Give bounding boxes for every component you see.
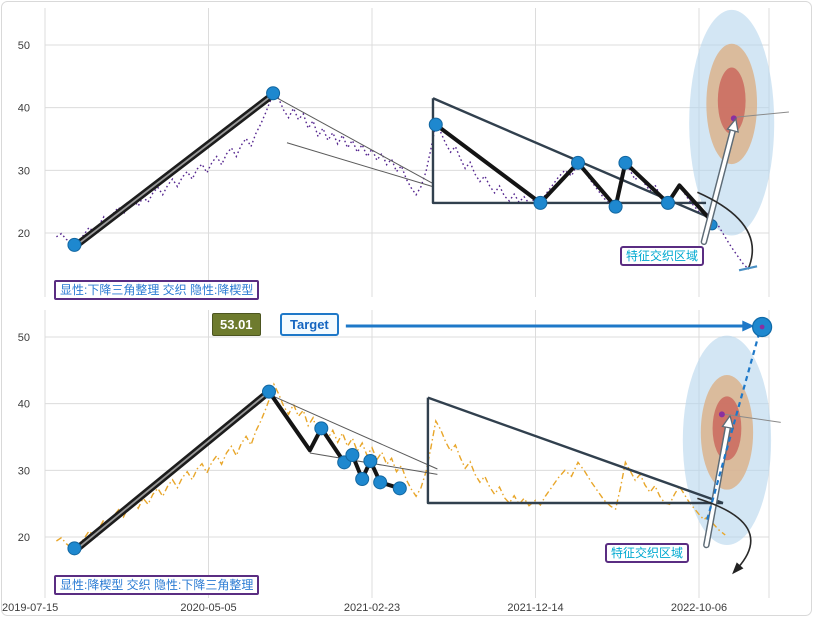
- target-badge: Target: [280, 313, 339, 336]
- y-axis-labels: 20 30 40 50: [18, 332, 30, 544]
- pivot-marker[interactable]: [67, 541, 82, 556]
- svg-text:20: 20: [18, 228, 30, 240]
- zigzag-pattern: [267, 389, 402, 491]
- svg-text:50: 50: [18, 40, 30, 52]
- svg-text:2020-05-05: 2020-05-05: [180, 602, 236, 614]
- pivot-marker[interactable]: [355, 471, 370, 486]
- target-projection-line: [706, 328, 762, 520]
- svg-text:2019-07-15: 2019-07-15: [2, 602, 58, 614]
- pivot-marker[interactable]: [314, 421, 329, 436]
- pattern-annotation-top: 显性:下降三角整理 交织 隐性:降楔型: [54, 280, 260, 300]
- pivot-marker[interactable]: [660, 195, 675, 210]
- triangle-pattern: [426, 396, 724, 505]
- svg-text:30: 30: [18, 165, 30, 177]
- feature-zone-label-top: 特征交织区域: [620, 246, 705, 266]
- wedge-line: [286, 142, 433, 188]
- pivot-marker[interactable]: [533, 195, 548, 210]
- zigzag-pattern: [433, 122, 711, 220]
- panel-top: 20 30 40 50: [18, 8, 789, 297]
- target-value-badge: 53.01: [212, 313, 261, 336]
- falling-curve-arrow: [697, 191, 758, 272]
- zone-pointer-line: [725, 413, 781, 423]
- zone-center-dot: [718, 411, 725, 418]
- pivot-marker[interactable]: [67, 237, 82, 252]
- pivot-marker[interactable]: [428, 117, 443, 132]
- pivot-marker[interactable]: [618, 155, 633, 170]
- svg-text:50: 50: [18, 332, 30, 344]
- pivot-marker[interactable]: [373, 475, 388, 490]
- pivot-marker[interactable]: [266, 86, 281, 101]
- feature-zone-ellipses: [689, 9, 775, 236]
- svg-text:2021-12-14: 2021-12-14: [507, 602, 563, 614]
- wedge-line: [268, 393, 438, 470]
- wedge-line: [272, 95, 434, 184]
- y-axis-labels: 20 30 40 50: [18, 40, 30, 240]
- pivot-marker[interactable]: [345, 447, 360, 462]
- svg-text:2021-02-23: 2021-02-23: [344, 602, 400, 614]
- svg-text:2022-10-06: 2022-10-06: [671, 602, 727, 614]
- pivot-marker[interactable]: [261, 384, 276, 399]
- feature-zone-label-bottom: 特征交织区域: [605, 543, 690, 563]
- zone-pointer-line: [736, 111, 789, 118]
- pivot-marker[interactable]: [571, 155, 586, 170]
- svg-text:40: 40: [18, 399, 30, 411]
- breakout-arrow: [703, 414, 735, 549]
- falling-curve-arrow: [697, 497, 752, 575]
- svg-text:40: 40: [18, 103, 30, 115]
- pivot-marker[interactable]: [363, 453, 378, 468]
- pivot-marker[interactable]: [608, 199, 623, 214]
- x-axis-labels: 2019-07-15 2020-05-05 2021-02-23 2021-12-14…: [2, 602, 727, 614]
- svg-text:20: 20: [18, 532, 30, 544]
- svg-text:30: 30: [18, 465, 30, 477]
- pivot-marker[interactable]: [392, 481, 407, 496]
- panel-bottom: 20 30 40 50: [18, 310, 781, 598]
- breakout-arrow: [700, 117, 739, 246]
- pattern-annotation-bottom: 显性:降楔型 交织 隐性:下降三角整理: [54, 575, 260, 595]
